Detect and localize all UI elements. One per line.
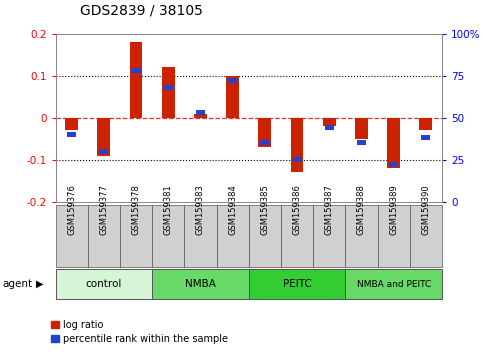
Text: GSM159376: GSM159376 <box>67 184 76 235</box>
Bar <box>88 205 120 267</box>
Bar <box>99 149 108 154</box>
Bar <box>419 118 432 130</box>
Text: GSM159386: GSM159386 <box>293 184 301 235</box>
Bar <box>260 141 270 145</box>
Bar <box>249 205 281 267</box>
Bar <box>228 78 237 83</box>
Bar <box>67 132 76 137</box>
Bar <box>345 205 378 267</box>
Bar <box>293 157 301 162</box>
Text: GSM159377: GSM159377 <box>99 184 108 235</box>
Bar <box>65 118 78 130</box>
Bar <box>421 135 430 141</box>
Bar <box>249 269 345 299</box>
Text: GSM159384: GSM159384 <box>228 184 237 235</box>
Bar <box>291 118 303 172</box>
Bar <box>389 162 398 167</box>
Bar <box>129 42 142 118</box>
Text: GSM159381: GSM159381 <box>164 184 173 235</box>
Bar <box>194 114 207 118</box>
Text: GSM159387: GSM159387 <box>325 184 334 235</box>
Bar <box>378 205 410 267</box>
Text: GDS2839 / 38105: GDS2839 / 38105 <box>80 4 202 18</box>
Text: GSM159388: GSM159388 <box>357 184 366 235</box>
Bar <box>313 205 345 267</box>
Bar <box>281 205 313 267</box>
Bar <box>355 118 368 139</box>
Text: NMBA and PEITC: NMBA and PEITC <box>356 280 431 289</box>
Bar <box>164 85 173 90</box>
Bar <box>357 141 366 145</box>
Bar <box>345 269 442 299</box>
Text: GSM159389: GSM159389 <box>389 184 398 235</box>
Bar <box>152 269 249 299</box>
Bar <box>185 205 216 267</box>
Text: PEITC: PEITC <box>283 279 312 289</box>
Text: GSM159390: GSM159390 <box>421 184 430 235</box>
Bar <box>387 118 400 168</box>
Text: GSM159383: GSM159383 <box>196 184 205 235</box>
Bar <box>162 67 175 118</box>
Legend: log ratio, percentile rank within the sample: log ratio, percentile rank within the sa… <box>51 320 228 344</box>
Bar <box>323 118 336 126</box>
Bar <box>56 205 88 267</box>
Bar <box>410 205 442 267</box>
Bar <box>131 68 141 73</box>
Text: GSM159378: GSM159378 <box>131 184 141 235</box>
Bar <box>152 205 185 267</box>
Bar <box>325 125 334 130</box>
Bar <box>120 205 152 267</box>
Bar <box>98 118 110 155</box>
Text: NMBA: NMBA <box>185 279 216 289</box>
Text: agent: agent <box>2 279 32 289</box>
Text: control: control <box>85 279 122 289</box>
Text: GSM159385: GSM159385 <box>260 184 270 235</box>
Bar <box>226 76 239 118</box>
Bar <box>196 110 205 115</box>
Text: ▶: ▶ <box>36 279 44 289</box>
Bar <box>56 269 152 299</box>
Bar <box>258 118 271 147</box>
Bar <box>216 205 249 267</box>
